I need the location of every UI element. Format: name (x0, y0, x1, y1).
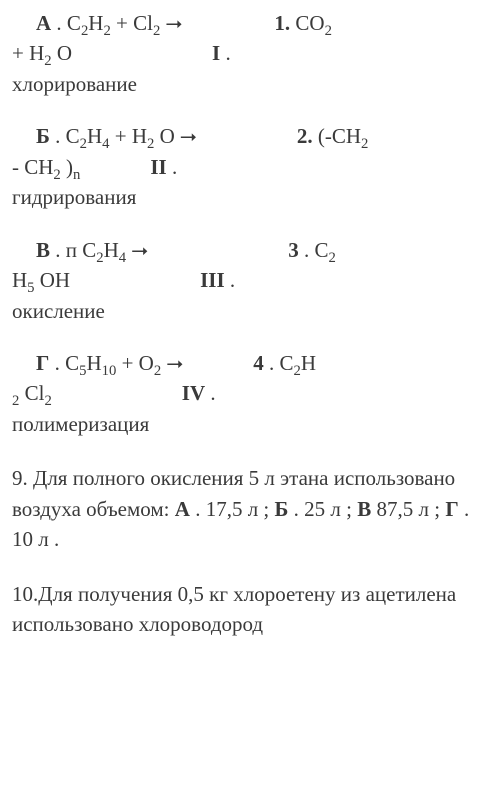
item-a-letter: А (36, 11, 51, 35)
item-g-line2: 2 Cl2IV . (12, 378, 488, 408)
item-v-process: окисление (12, 296, 488, 326)
matching-item-v: В . п C2H4 ⭢3 . C2 H5 OHIII . окисление (12, 235, 488, 326)
item-b-lhs-1: C (66, 124, 80, 148)
item-a-sub-2: 2 (103, 23, 110, 39)
dot: . (51, 11, 67, 35)
item-b-sub-2: 4 (102, 137, 109, 153)
item-g-num: 4 (253, 351, 264, 375)
q9-opt-a-label: А (175, 497, 190, 521)
dot: . (299, 238, 315, 262)
dot: . (264, 351, 280, 375)
item-g-roman: IV (182, 381, 205, 405)
q10-text: Для получения 0,5 кг хлороетену из ацети… (12, 582, 456, 636)
item-a-lhs-3: + Cl (111, 11, 153, 35)
item-g-res-2: H (301, 351, 316, 375)
q9-opt-v: 87,5 л ; (371, 497, 445, 521)
item-v-num: 3 (288, 238, 299, 262)
item-a-num: 1. (274, 11, 290, 35)
q9-opt-a: . 17,5 л ; (190, 497, 275, 521)
item-b-lhs-3: + H (110, 124, 148, 148)
dot: . (167, 155, 178, 179)
item-a-res-sub-2: 2 (44, 54, 51, 70)
item-b-res-2: - CH (12, 155, 53, 179)
item-v-lhs-3: ⭢ (126, 238, 148, 262)
item-g-res-sub-1: 2 (294, 363, 301, 379)
item-b-res-sub-1: 2 (361, 137, 368, 153)
item-a-res-2: + H (12, 41, 44, 65)
item-a-lhs-2: H (88, 11, 103, 35)
item-v-letter: В (36, 238, 50, 262)
item-g-res-sub-3: 2 (44, 394, 51, 410)
item-b-line2: - CH2 )n II . (12, 152, 488, 182)
dot: . (220, 41, 231, 65)
question-9: 9. Для полного окисления 5 л этана испол… (12, 463, 488, 554)
item-a-res-3: O (52, 41, 72, 65)
dot: . (205, 381, 216, 405)
item-g-res-3: Cl (19, 381, 44, 405)
q9-number: 9. (12, 466, 28, 490)
item-v-prefix: п (66, 238, 83, 262)
item-b-process: гидрирования (12, 182, 488, 212)
item-b-line1: Б . C2H4 + H2 O ⭢2. (-CH2 (12, 121, 488, 151)
matching-item-a: А . C2H2 + Cl2 ⭢1. CO2 + H2 OI . хлориро… (12, 8, 488, 99)
item-v-sub-1: 2 (96, 250, 103, 266)
item-b-res-3: ) (61, 155, 73, 179)
item-g-process: полимеризация (12, 409, 488, 439)
q9-opt-b: . 25 л ; (288, 497, 357, 521)
item-g-res-1: C (280, 351, 294, 375)
item-g-lhs-2: H (86, 351, 101, 375)
item-v-res-2: H (12, 268, 27, 292)
item-a-res-sub-1: 2 (325, 23, 332, 39)
dot: . (50, 238, 66, 262)
item-v-line1: В . п C2H4 ⭢3 . C2 (12, 235, 488, 265)
item-a-roman: I (212, 41, 220, 65)
dot: . (49, 351, 65, 375)
item-b-lhs-2: H (87, 124, 102, 148)
item-v-lhs-2: H (104, 238, 119, 262)
matching-item-g: Г . C5H10 + O2 ⭢4 . C2H 2 Cl2IV . полиме… (12, 348, 488, 439)
item-b-res-sub-3: n (73, 167, 80, 183)
item-a-lhs-1: C (67, 11, 81, 35)
q9-opt-b-label: Б (275, 497, 289, 521)
question-10: 10.Для получения 0,5 кг хлороетену из ац… (12, 579, 488, 640)
item-g-lhs-3: + O (116, 351, 154, 375)
item-v-res-3: OH (35, 268, 71, 292)
item-b-sub-1: 2 (80, 137, 87, 153)
item-g-lhs-4: ⭢ (161, 351, 183, 375)
item-b-res-1: (-CH (318, 124, 361, 148)
item-b-lhs-4: O ⭢ (154, 124, 196, 148)
item-v-line2: H5 OH III . (12, 265, 488, 295)
item-a-line1: А . C2H2 + Cl2 ⭢1. CO2 (12, 8, 488, 38)
item-v-res-1: C (314, 238, 328, 262)
item-v-res-sub-2: 5 (27, 280, 34, 296)
item-v-res-sub-1: 2 (328, 250, 335, 266)
item-b-res-sub-2: 2 (53, 167, 60, 183)
item-v-lhs-1: C (82, 238, 96, 262)
q10-number: 10. (12, 582, 38, 606)
item-a-res-1: CO (295, 11, 324, 35)
item-b-num: 2. (297, 124, 313, 148)
q9-opt-g-label: Г (445, 497, 458, 521)
item-g-sub-2: 10 (102, 363, 117, 379)
item-a-line2: + H2 O I . (12, 38, 488, 68)
item-a-lhs-4: ⭢ (160, 11, 182, 35)
dot: . (50, 124, 66, 148)
item-b-letter: Б (36, 124, 50, 148)
item-g-letter: Г (36, 351, 49, 375)
q9-opt-v-label: В (357, 497, 371, 521)
matching-item-b: Б . C2H4 + H2 O ⭢2. (-CH2 - CH2 )nII . г… (12, 121, 488, 212)
dot: . (225, 268, 236, 292)
item-g-line1: Г . C5H10 + O2 ⭢4 . C2H (12, 348, 488, 378)
item-v-roman: III (200, 268, 225, 292)
item-a-process: хлорирование (12, 69, 488, 99)
item-g-lhs-1: C (65, 351, 79, 375)
item-b-roman: II (150, 155, 166, 179)
